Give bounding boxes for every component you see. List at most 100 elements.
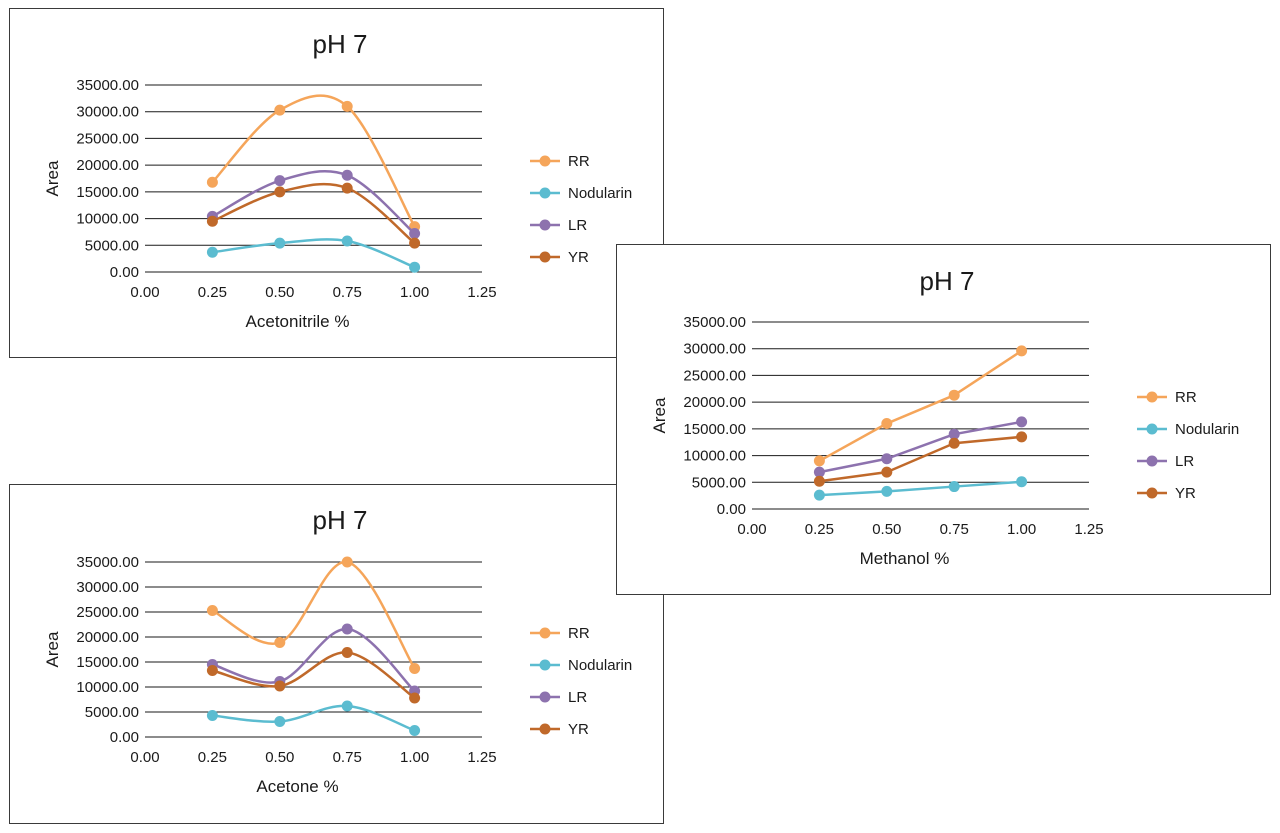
data-point-acetonitrile-nodularin-1 xyxy=(274,237,286,249)
data-point-acetone-rr-3 xyxy=(409,663,421,674)
x-tick-label-acetonitrile-3: 0.75 xyxy=(333,284,362,301)
series-line-acetone-nodularin xyxy=(212,704,416,732)
x-axis-title-acetone: Acetone % xyxy=(256,777,338,796)
x-tick-label-acetone-0: 0.00 xyxy=(130,749,159,766)
y-tick-label-acetonitrile-0: 0.00 xyxy=(110,264,139,281)
x-tick-label-acetone-5: 1.25 xyxy=(467,749,496,766)
x-tick-label-acetonitrile-1: 0.25 xyxy=(198,284,227,301)
data-point-methanol-lr-2 xyxy=(948,428,960,440)
data-point-acetone-yr-0 xyxy=(206,665,218,676)
legend-marker-acetonitrile-yr xyxy=(539,251,551,263)
x-tick-label-acetonitrile-5: 1.25 xyxy=(467,284,496,301)
x-tick-label-acetone-1: 0.25 xyxy=(198,749,227,766)
y-tick-label-acetonitrile-5: 25000.00 xyxy=(76,130,139,147)
legend-label-methanol-rr: RR xyxy=(1175,389,1197,406)
y-tick-label-acetonitrile-2: 10000.00 xyxy=(76,211,139,228)
legend-marker-acetone-lr xyxy=(539,691,551,703)
data-point-acetonitrile-rr-2 xyxy=(341,100,353,112)
series-line-acetonitrile-yr xyxy=(211,182,416,245)
legend-label-acetone-nodularin: Nodularin xyxy=(568,657,632,674)
data-point-acetone-rr-2 xyxy=(341,556,353,568)
chart-panel-acetonitrile: pH 7 0.00 5000.00 10000.00 15000.00 20000.00 2… xyxy=(9,8,664,358)
legend-label-acetone-yr: YR xyxy=(568,721,589,738)
x-tick-label-methanol-4: 1.00 xyxy=(1007,521,1036,538)
series-line-acetone-yr xyxy=(212,651,416,700)
y-tick-label-methanol-5: 25000.00 xyxy=(683,367,746,384)
data-point-acetone-lr-2 xyxy=(341,623,353,635)
x-tick-label-acetonitrile-2: 0.50 xyxy=(265,284,294,301)
legend-marker-acetone-yr xyxy=(539,723,551,735)
data-point-acetone-yr-1 xyxy=(274,680,286,692)
series-line-acetone-lr xyxy=(212,627,416,692)
chart-title-methanol: pH 7 xyxy=(920,266,975,296)
y-tick-label-acetonitrile-4: 20000.00 xyxy=(76,157,139,174)
data-point-acetone-nodularin-1 xyxy=(274,716,286,727)
y-tick-label-acetonitrile-6: 30000.00 xyxy=(76,104,139,121)
x-tick-label-acetone-2: 0.50 xyxy=(265,749,294,766)
data-point-methanol-yr-0 xyxy=(813,475,825,487)
data-point-acetone-yr-3 xyxy=(409,692,421,704)
series-line-acetonitrile-lr xyxy=(211,169,416,235)
data-point-acetonitrile-yr-2 xyxy=(341,182,353,194)
y-tick-label-acetone-7: 35000.00 xyxy=(76,554,139,571)
legend-marker-acetonitrile-lr xyxy=(539,219,551,231)
series-line-acetone-rr xyxy=(211,560,416,670)
y-tick-label-acetonitrile-1: 5000.00 xyxy=(85,237,139,254)
legend-label-acetone-lr: LR xyxy=(568,689,587,706)
data-point-methanol-nodularin-0 xyxy=(813,489,825,501)
x-axis-title-methanol: Methanol % xyxy=(860,549,950,568)
legend-label-acetone-rr: RR xyxy=(568,625,590,642)
data-point-methanol-lr-0 xyxy=(813,466,825,478)
y-axis-title-methanol: Area xyxy=(650,397,669,433)
y-axis-title-acetone: Area xyxy=(43,631,62,667)
series-line-acetonitrile-nodularin xyxy=(212,238,416,269)
y-tick-label-methanol-2: 10000.00 xyxy=(683,448,746,465)
chart-acetone: pH 7 0.00 5000.00 10000.00 15000.00 20000.00 2… xyxy=(43,505,632,796)
data-point-acetonitrile-lr-3 xyxy=(409,228,421,240)
legend-marker-acetone-nodularin xyxy=(539,659,551,671)
legend-marker-acetonitrile-nodularin xyxy=(539,187,551,199)
data-point-acetonitrile-yr-0 xyxy=(206,215,218,227)
data-point-acetone-nodularin-0 xyxy=(206,710,218,721)
data-point-acetone-rr-0 xyxy=(206,605,218,616)
x-tick-label-acetone-4: 1.00 xyxy=(400,749,429,766)
x-tick-label-methanol-0: 0.00 xyxy=(737,521,766,538)
data-point-acetonitrile-yr-1 xyxy=(274,186,286,198)
data-point-methanol-yr-1 xyxy=(881,466,893,478)
y-tick-label-acetone-4: 20000.00 xyxy=(76,629,139,646)
data-point-methanol-lr-3 xyxy=(1016,416,1028,428)
data-point-acetone-rr-1 xyxy=(274,637,286,648)
x-tick-label-acetonitrile-0: 0.00 xyxy=(130,284,159,301)
x-tick-label-methanol-1: 0.25 xyxy=(805,521,834,538)
y-tick-label-methanol-0: 0.00 xyxy=(717,501,746,518)
chart-panel-methanol: pH 7 0.00 5000.00 10000.00 15000.00 20000.00 2… xyxy=(616,244,1271,595)
series-line-methanol-rr xyxy=(818,349,1023,463)
series-line-acetonitrile-rr xyxy=(211,94,416,228)
data-point-methanol-nodularin-1 xyxy=(881,485,893,497)
y-tick-label-acetonitrile-7: 35000.00 xyxy=(76,77,139,94)
data-point-methanol-yr-2 xyxy=(948,437,960,449)
series-line-methanol-lr xyxy=(819,420,1022,474)
y-tick-label-acetonitrile-3: 15000.00 xyxy=(76,184,139,201)
data-point-methanol-yr-3 xyxy=(1016,431,1028,443)
data-point-methanol-nodularin-2 xyxy=(948,481,960,493)
y-tick-label-methanol-4: 20000.00 xyxy=(683,394,746,411)
data-point-acetonitrile-rr-1 xyxy=(274,104,286,116)
data-point-methanol-nodularin-3 xyxy=(1016,476,1028,488)
data-point-acetonitrile-lr-2 xyxy=(341,169,353,181)
data-point-acetone-nodularin-3 xyxy=(409,725,421,736)
y-tick-label-acetone-2: 10000.00 xyxy=(76,679,139,696)
chart-methanol: pH 7 0.00 5000.00 10000.00 15000.00 20000.00 2… xyxy=(650,266,1239,568)
data-point-acetone-yr-2 xyxy=(341,647,353,658)
legend-label-methanol-lr: LR xyxy=(1175,453,1194,470)
legend-label-acetonitrile-yr: YR xyxy=(568,249,589,266)
legend-marker-methanol-rr xyxy=(1146,391,1158,403)
x-tick-label-acetone-3: 0.75 xyxy=(333,749,362,766)
legend-marker-methanol-yr xyxy=(1146,487,1158,499)
data-point-methanol-rr-2 xyxy=(948,389,960,401)
data-point-methanol-rr-3 xyxy=(1016,345,1028,357)
y-tick-label-acetone-6: 30000.00 xyxy=(76,579,139,596)
y-tick-label-acetone-5: 25000.00 xyxy=(76,604,139,621)
y-tick-label-acetone-1: 5000.00 xyxy=(85,704,139,721)
legend-marker-acetonitrile-rr xyxy=(539,155,551,167)
